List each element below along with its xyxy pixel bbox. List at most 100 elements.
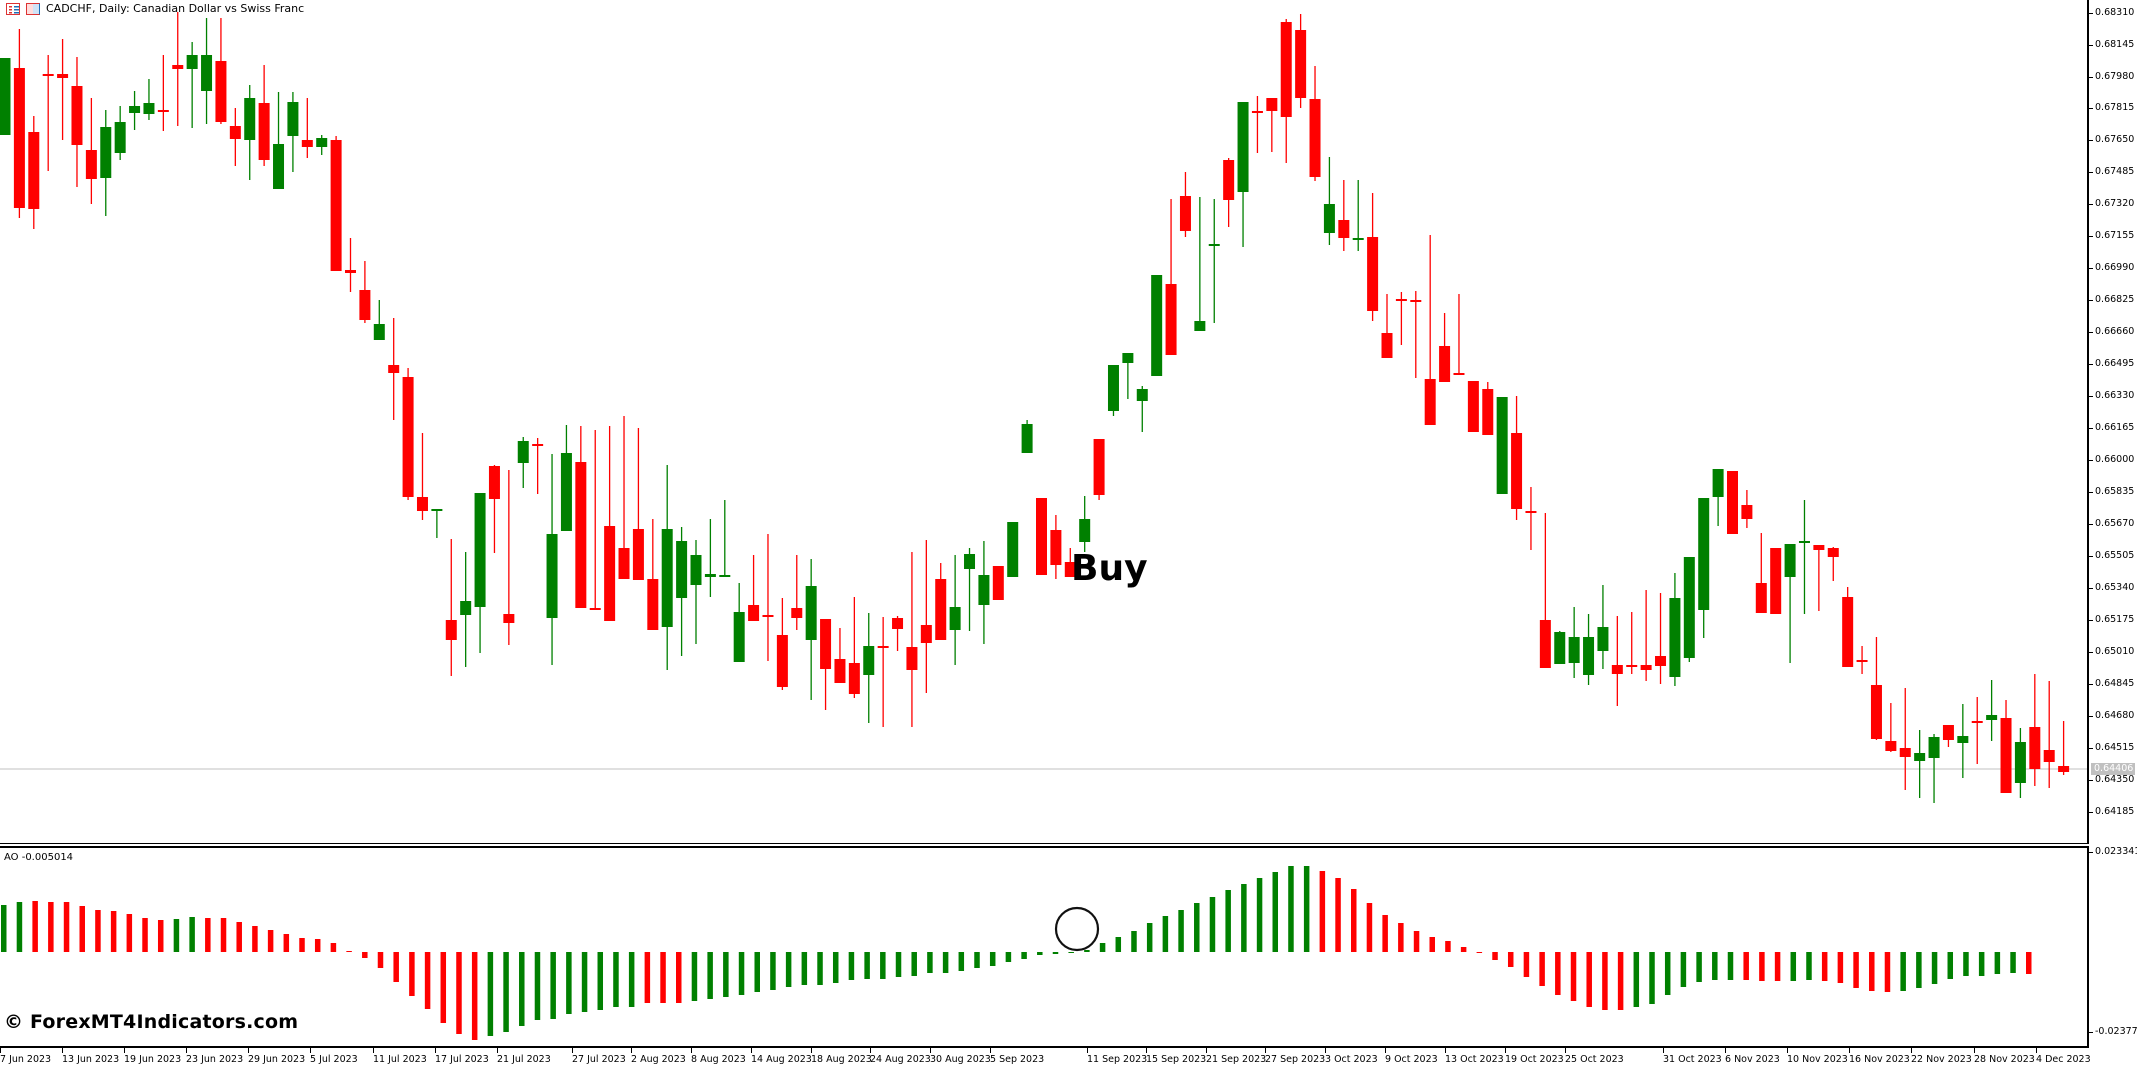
ao-bar	[613, 952, 619, 1007]
time-axis[interactable]: 7 Jun 2023 13 Jun 2023 19 Jun 2023 23 Jun 2…	[0, 1048, 2091, 1073]
candle	[1741, 490, 1753, 528]
candle	[1914, 730, 1926, 798]
candle	[359, 261, 371, 323]
candle	[1813, 545, 1825, 611]
ao-bar	[1021, 952, 1027, 959]
candle	[1626, 612, 1638, 674]
candle	[1827, 547, 1839, 581]
price-tick: 0.65010	[2089, 646, 2134, 657]
candle	[618, 416, 630, 579]
price-tick: 0.66330	[2089, 390, 2134, 401]
ao-bar	[1649, 952, 1655, 1004]
candle	[1338, 180, 1350, 251]
candle	[258, 65, 270, 166]
candle	[1223, 158, 1235, 227]
candle	[373, 300, 385, 340]
ao-bar	[989, 952, 996, 966]
ao-bar	[63, 902, 70, 952]
ao-bar	[974, 952, 980, 968]
signal-circle	[1054, 906, 1100, 952]
time-label: 19 Oct 2023	[1505, 1048, 1564, 1065]
candle	[1899, 688, 1911, 790]
price-chart-panel[interactable]: CADCHF, Daily: Canadian Dollar vs Swiss …	[0, 0, 2089, 843]
candle	[1611, 616, 1623, 706]
ao-bar	[691, 952, 698, 1001]
price-scale[interactable]: 0.68310 0.68145 0.67980 0.67815 0.67650 0.674…	[2089, 0, 2137, 1073]
ao-bar	[1335, 878, 1341, 952]
candle	[820, 619, 832, 710]
time-label: 13 Jun 2023	[62, 1048, 120, 1065]
ao-label: AO -0.005014	[4, 852, 74, 863]
ao-bar	[1602, 952, 1608, 1010]
ao-bar	[1633, 952, 1640, 1007]
ao-bar	[942, 952, 949, 973]
ao-bar	[252, 926, 258, 952]
price-tick: 0.65175	[2089, 614, 2134, 625]
candle	[992, 566, 1004, 600]
candle	[748, 555, 760, 621]
candle	[1424, 235, 1436, 425]
ao-bar	[1994, 952, 2001, 974]
ao-bar	[456, 952, 462, 1034]
candle	[575, 426, 587, 608]
ao-bar	[95, 910, 101, 952]
ao-bar	[1, 905, 7, 952]
candle	[2058, 721, 2070, 775]
candle	[1237, 102, 1249, 247]
ao-bar	[1806, 952, 1812, 980]
candle	[1755, 533, 1767, 613]
time-label: 10 Nov 2023	[1787, 1048, 1848, 1065]
ao-bar	[1774, 952, 1781, 981]
candle	[1079, 496, 1091, 552]
candle	[316, 135, 328, 155]
ao-bar	[1146, 923, 1153, 952]
price-tick: 0.66165	[2089, 422, 2134, 433]
ao-bar	[189, 917, 195, 952]
time-label: 15 Sep 2023	[1146, 1048, 1207, 1065]
ao-bar	[1963, 952, 1969, 976]
time-label: 21 Jul 2023	[497, 1048, 551, 1065]
time-label: 24 Aug 2023	[870, 1048, 931, 1065]
ao-bar	[1429, 937, 1435, 952]
ao-bar	[1837, 952, 1844, 983]
candle	[1439, 313, 1451, 382]
candle	[589, 430, 601, 610]
ao-bar	[1523, 952, 1530, 977]
ao-bar	[707, 952, 713, 999]
candle	[1784, 544, 1796, 663]
time-label: 22 Nov 2023	[1911, 1048, 1972, 1065]
price-tick: 0.66990	[2089, 262, 2134, 273]
ao-bar	[1492, 952, 1498, 960]
ao-indicator-panel[interactable]: AO -0.005014	[0, 846, 2089, 1048]
template-save-icon[interactable]	[26, 2, 40, 15]
ao-bar	[1617, 952, 1624, 1010]
ao-bar	[16, 902, 23, 952]
candle	[1208, 199, 1220, 323]
candle	[1280, 19, 1292, 163]
ao-bar	[1194, 903, 1200, 952]
candle	[1482, 382, 1494, 435]
ao-bar	[79, 906, 85, 952]
candle	[1136, 386, 1148, 432]
chart-list-icon[interactable]	[6, 2, 20, 15]
ao-bar	[1037, 952, 1043, 955]
panel-separator[interactable]	[0, 843, 2089, 846]
candle	[13, 29, 25, 218]
ao-bar	[581, 952, 588, 1012]
ao-bar	[1178, 910, 1184, 952]
price-tick: 0.65505	[2089, 550, 2134, 561]
ao-bar	[1869, 952, 1875, 991]
candle	[474, 493, 486, 653]
candle	[676, 527, 688, 656]
candle	[460, 552, 472, 667]
time-label: 13 Oct 2023	[1445, 1048, 1504, 1065]
ao-bar	[519, 952, 525, 1026]
time-label: 21 Sep 2023	[1206, 1048, 1267, 1065]
candle	[1683, 557, 1695, 662]
ao-bar	[48, 902, 54, 952]
candle	[1597, 585, 1609, 669]
ao-bar	[927, 952, 933, 973]
ao-bar	[1382, 915, 1388, 952]
candle	[28, 116, 40, 229]
candle	[1554, 631, 1566, 664]
